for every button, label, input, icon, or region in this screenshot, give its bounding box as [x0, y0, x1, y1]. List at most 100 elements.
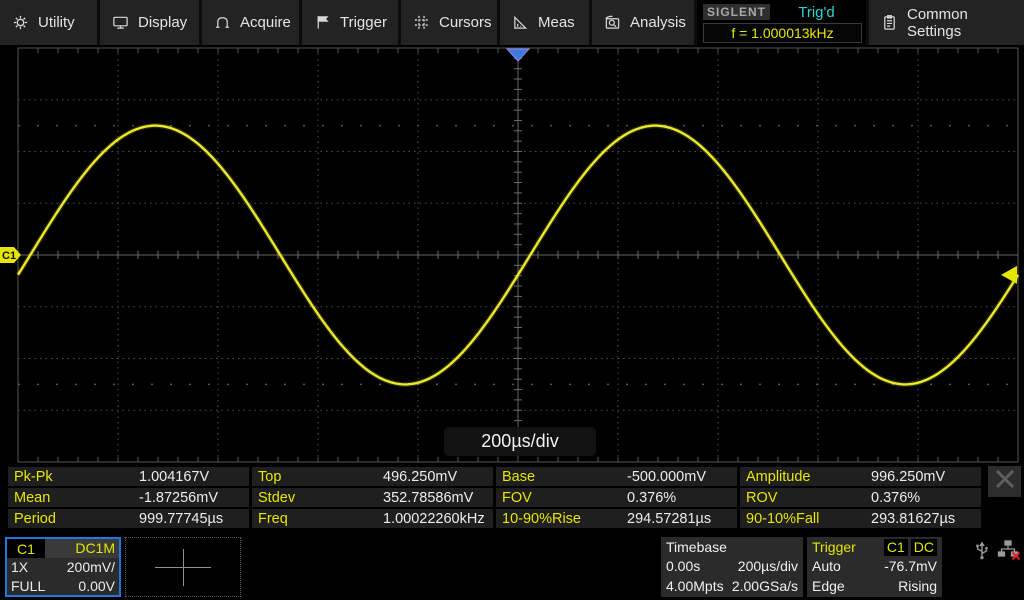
usb-icon — [973, 539, 991, 565]
acquire-icon — [214, 14, 231, 31]
menu-label: Cursors — [439, 14, 492, 31]
menu-label: Utility — [38, 14, 75, 31]
measurement-cell: Period 999.77745µs — [8, 509, 249, 528]
menu-item-acquire[interactable]: Acquire — [202, 0, 299, 45]
measurement-cell: 10-90%Rise 294.57281µs — [496, 509, 737, 528]
trigger-level-marker[interactable] — [1001, 265, 1017, 284]
menu-label: Meas — [538, 14, 575, 31]
measurement-cell: 90-10%Fall 293.81627µs — [740, 509, 981, 528]
meas-icon — [512, 14, 529, 31]
menu-label: Trigger — [340, 14, 387, 31]
trigger-descriptor-box[interactable]: Trigger C1 DC Auto -76.7mV Edge Rising — [807, 537, 942, 597]
measurement-label: Base — [502, 468, 536, 485]
flag-icon — [314, 14, 331, 31]
measurement-value: 0.376% — [871, 489, 921, 506]
menu-item-analysis[interactable]: Analysis — [592, 0, 694, 45]
measurement-label: 10-90%Rise — [502, 510, 581, 527]
clipboard-icon — [881, 14, 898, 31]
measurement-label: Mean — [14, 489, 51, 506]
measurement-label: Freq — [258, 510, 288, 527]
measurement-value: 294.57281µs — [627, 510, 712, 527]
measurement-cell: Mean -1.87256mV — [8, 488, 249, 507]
analysis-icon — [604, 14, 621, 31]
cursors-icon — [413, 14, 430, 31]
measurement-cell: ROV 0.376% — [740, 488, 981, 507]
menu-label: Analysis — [630, 14, 686, 31]
trigger-position-marker[interactable] — [505, 48, 531, 62]
menu-label: Acquire — [240, 14, 291, 31]
measurement-cell: Stdev 352.78586mV — [252, 488, 493, 507]
channel1-offset: 0.00V — [78, 577, 115, 594]
timebase-sample-rate: 2.00GSa/s — [731, 577, 798, 594]
menu-item-common-settings[interactable]: Common Settings — [869, 0, 1024, 45]
channel1-descriptor-box[interactable]: C1 DC1M 1X 200mV/ FULL 0.00V — [5, 537, 121, 597]
measurement-label: 90-10%Fall — [746, 510, 820, 527]
measurement-cell: Top 496.250mV — [252, 467, 493, 486]
measurement-row: Period 999.77745µs Freq 1.00022260kHz 10-90%… — [8, 509, 985, 528]
menu-item-meas[interactable]: Meas — [500, 0, 589, 45]
crosshair-icon — [183, 549, 184, 586]
menu-label: Common Settings — [907, 5, 968, 40]
timebase-title: Timebase — [666, 539, 727, 555]
measurement-label: Period — [14, 510, 56, 527]
measurement-label: ROV — [746, 489, 778, 506]
channel1-scale: 200mV/ — [66, 559, 115, 575]
measurement-row: Mean -1.87256mV Stdev 352.78586mV FOV 0.376% R… — [8, 488, 985, 507]
measurement-value: 1.00022260kHz — [383, 510, 485, 527]
measurement-value: 999.77745µs — [139, 510, 224, 527]
measurement-value: 496.250mV — [383, 468, 458, 485]
measurement-label: Stdev — [258, 489, 296, 506]
timebase-scale: 200µs/div — [737, 558, 798, 575]
measurement-label: FOV — [502, 489, 532, 506]
measurement-value: 1.004167V — [139, 468, 210, 485]
display-icon — [112, 14, 129, 31]
trigger-status-badge: Trig'd — [798, 3, 835, 21]
measurement-value: -500.000mV — [627, 468, 706, 485]
trigger-coupling-chip: DC — [910, 539, 937, 557]
timebase-delay: 0.00s — [666, 558, 701, 575]
channel1-name-chip: C1 — [7, 539, 45, 558]
trigger-source-chip: C1 — [883, 539, 908, 557]
measurement-cell: Amplitude 996.250mV — [740, 467, 981, 486]
measurement-value: 293.81627µs — [871, 510, 956, 527]
acquisition-status-cell: SIGLENT Trig'd f = 1.000013kHz — [697, 0, 866, 45]
channel1-waveform[interactable] — [16, 124, 1020, 386]
measurement-panel: Pk-Pk 1.004167V Top 496.250mV Base -500.000mV… — [8, 467, 985, 530]
menu-item-display[interactable]: Display — [100, 0, 199, 45]
siglent-logo: SIGLENT — [703, 4, 770, 20]
measurement-value: 996.250mV — [871, 468, 946, 485]
timebase-descriptor-box[interactable]: Timebase 0.00s 200µs/div 4.00Mpts 2.00GS… — [661, 537, 803, 597]
frequency-counter-readout: f = 1.000013kHz — [703, 23, 862, 43]
measurement-label: Amplitude — [746, 468, 811, 485]
menu-item-utility[interactable]: Utility — [0, 0, 97, 45]
timebase-memory: 4.00Mpts — [666, 577, 724, 594]
menu-bar: Utility Display Acquire Trigger — [0, 0, 1024, 45]
channel1-coupling: DC1M — [75, 540, 115, 556]
trigger-slope: Rising — [898, 577, 937, 594]
channel1-offset-marker[interactable] — [0, 247, 21, 263]
measurement-cell: Base -500.000mV — [496, 467, 737, 486]
trigger-title: Trigger — [812, 539, 856, 555]
measurement-value: -1.87256mV — [139, 489, 218, 506]
channel1-offset-marker-label: C1 — [2, 250, 16, 262]
close-measurements-button[interactable] — [988, 466, 1021, 497]
channel1-bandwidth: FULL — [11, 577, 46, 594]
lan-error-icon — [997, 539, 1021, 566]
trigger-type: Edge — [812, 577, 845, 594]
channel-add-placeholder[interactable] — [125, 537, 241, 597]
measurement-cell: Pk-Pk 1.004167V — [8, 467, 249, 486]
menu-item-trigger[interactable]: Trigger — [302, 0, 398, 45]
close-icon — [993, 468, 1017, 495]
trigger-level: -76.7mV — [884, 558, 937, 575]
channel1-probe: 1X — [11, 559, 29, 575]
menu-label: Display — [138, 14, 188, 31]
trigger-mode: Auto — [812, 558, 841, 575]
menu-item-cursors[interactable]: Cursors — [401, 0, 497, 45]
measurement-row: Pk-Pk 1.004167V Top 496.250mV Base -500.000mV… — [8, 467, 985, 486]
timebase-overlay-readout: 200µs/div — [444, 427, 596, 456]
gear-icon — [12, 14, 29, 31]
measurement-label: Pk-Pk — [14, 468, 53, 485]
measurement-label: Top — [258, 468, 282, 485]
